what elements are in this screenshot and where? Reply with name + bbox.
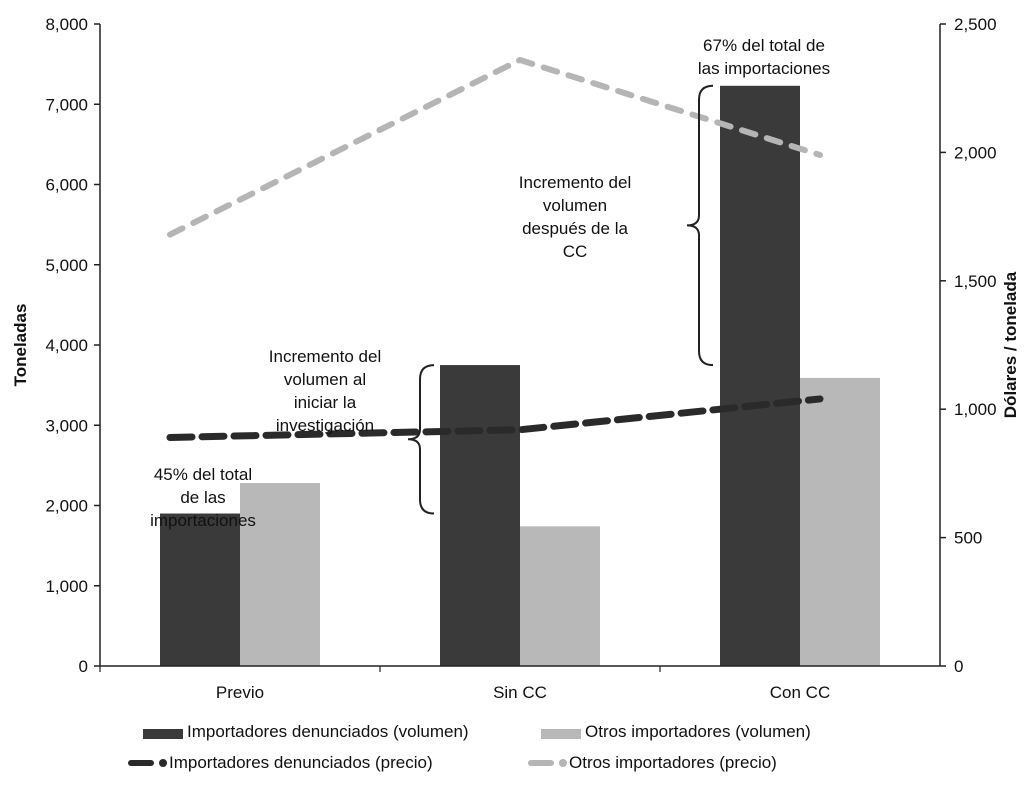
y-tick-label-left: 8,000 xyxy=(45,15,88,34)
line-otros-precio xyxy=(167,56,823,238)
y-tick-label-left: 5,000 xyxy=(45,256,88,275)
legend-label: Importadores denunciados (volumen) xyxy=(187,722,469,741)
y-tick-label-right: 2,500 xyxy=(954,15,997,34)
lines-layer xyxy=(166,56,824,441)
annotation-inc-inv-line: iniciar la xyxy=(294,393,357,412)
y-tick-label-left: 6,000 xyxy=(45,176,88,195)
annotation-inc-inv-line: investigación xyxy=(276,416,374,435)
y-tick-label-right: 1,500 xyxy=(954,272,997,291)
y-axis-title-right: Dólares / tonelada xyxy=(1001,271,1020,418)
annotation-pct45-line: 45% del total xyxy=(154,465,252,484)
annotation-pct67-line: 67% del total de xyxy=(703,36,825,55)
axes-layer: 0 1,000 2,000 3,000 4,000 5,000 6,000 7,000 8,00… xyxy=(11,15,1020,702)
legend: Importadores denunciados (volumen) Otros … xyxy=(128,722,811,772)
y-axis-title-left: Toneladas xyxy=(11,304,30,387)
annotation-inc-cc-line: Incremento del xyxy=(519,173,631,192)
legend-label: Otros importadores (precio) xyxy=(569,753,777,772)
bar-otros-1 xyxy=(520,526,600,666)
y-tick-label-left: 7,000 xyxy=(45,95,88,114)
y-tick-label-right: 0 xyxy=(954,657,963,676)
x-category-label: Con CC xyxy=(770,683,830,702)
annotation-pct45-line: importaciones xyxy=(150,511,256,530)
y-tick-label-left: 1,000 xyxy=(45,577,88,596)
y-tick-label-right: 1,000 xyxy=(954,400,997,419)
legend-label: Importadores denunciados (precio) xyxy=(169,753,433,772)
annotation-pct67-line: las importaciones xyxy=(698,59,830,78)
x-category-label: Sin CC xyxy=(493,683,547,702)
annotation-inc-inv-line: Incremento del xyxy=(269,347,381,366)
annotation-inc-cc-line: después de la xyxy=(522,219,628,238)
bars-layer xyxy=(160,85,880,667)
y-tick-label-left: 4,000 xyxy=(45,336,88,355)
y-tick-label-left: 2,000 xyxy=(45,497,88,516)
y-tick-label-right: 500 xyxy=(954,529,982,548)
legend-label: Otros importadores (volumen) xyxy=(585,722,811,741)
legend-swatch-marker xyxy=(559,759,567,767)
y-tick-label-left: 0 xyxy=(79,657,88,676)
bar-otros-2 xyxy=(800,377,880,666)
y-tick-label-left: 3,000 xyxy=(45,416,88,435)
bar-denunciados-1 xyxy=(440,365,520,666)
x-category-label: Previo xyxy=(216,683,264,702)
y-tick-label-right: 2,000 xyxy=(954,143,997,162)
annotation-inc-cc-line: volumen xyxy=(543,196,607,215)
legend-swatch-bar xyxy=(143,729,183,739)
bar-denunciados-0 xyxy=(160,513,240,666)
annotation-inc-cc-line: CC xyxy=(563,242,588,261)
legend-swatch-marker xyxy=(159,759,167,767)
brace-investigacion xyxy=(407,364,435,515)
bar-otros-0 xyxy=(240,483,320,666)
annotation-pct45-line: de las xyxy=(180,488,225,507)
annotations-layer: 45% del total de las importaciones Incremen… xyxy=(150,36,830,530)
bar-denunciados-2 xyxy=(720,85,800,667)
legend-swatch-bar xyxy=(541,729,581,739)
annotation-inc-inv-line: volumen al xyxy=(284,370,366,389)
brace-cc xyxy=(686,84,714,367)
line-denunciados-precio xyxy=(166,395,824,441)
